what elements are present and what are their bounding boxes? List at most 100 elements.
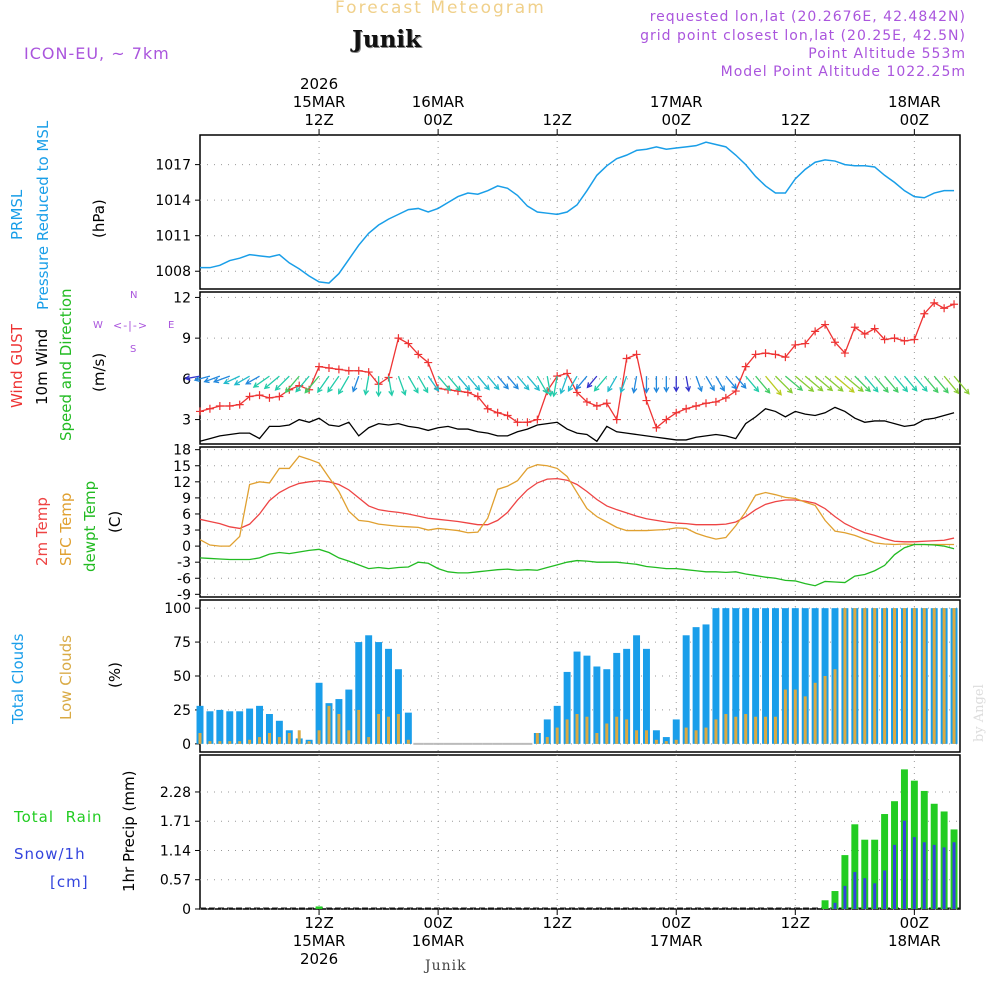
total-cloud-bar [433,742,444,745]
gust-marker [354,366,363,375]
total-cloud-bar [502,742,513,745]
bottom-time-label: 00Z [423,914,452,932]
total-cloud-bar [623,648,631,744]
wind-direction-arrow [375,376,382,398]
total-cloud-bar [583,655,591,744]
rain-bar [851,824,859,909]
grid-point-coords: grid point closest lon,lat (20.25E, 42.5… [640,28,966,44]
wind-direction-arrow [745,375,760,393]
gust-marker [821,320,830,329]
wind-direction-arrow [546,376,553,397]
total-cloud-bar [563,671,571,744]
wind-direction-arrow [551,376,558,398]
total-cloud-bar [355,642,363,744]
low-cloud-bar [674,739,678,744]
snow-bar [873,883,877,909]
low-cloud-bar [684,727,688,744]
low-cloud-bar [258,737,262,744]
snow-bar [942,847,946,909]
top-time-label: 18MAR [888,93,941,111]
wind-direction-arrow [223,375,240,385]
top-time-label: 00Z [662,111,691,129]
snow-bar [922,842,926,909]
low-cloud-bar [406,739,410,744]
low-cloud-bar [337,714,341,744]
gust-marker [503,411,512,420]
low-cloud-bar [813,682,817,744]
wind-direction-arrow [834,375,855,393]
gust-marker [394,334,403,343]
gust-marker [582,397,591,406]
chart-title: Forecast Meteogram [335,0,546,18]
low-cloud-bar [565,719,569,744]
gust-marker [592,402,601,410]
low-cloud-bar [208,741,212,744]
total-cloud-bar [512,742,523,745]
panel-frame-wind [199,291,961,445]
low-cloud-bar [744,714,748,744]
y-tick-label-pressure: 1017 [155,158,191,174]
gust-marker [860,330,869,339]
wind-direction-arrow [854,375,871,393]
gust-marker [315,362,324,371]
wind-direction-arrow [417,375,429,394]
wind-direction-arrow [643,376,650,394]
gust-marker [225,402,234,410]
gust-marker [414,350,423,359]
wind-direction-arrow [715,375,725,392]
low-cloud-bar [942,608,946,744]
y-tick-label-temperature: -3 [177,555,191,571]
wind-direction-arrow [685,376,691,393]
total-cloud-bar [762,608,770,744]
total-cloud-bar [742,608,750,744]
total-cloud-bar [603,669,611,744]
wind-direction-arrow [586,375,598,389]
total-rain-label: Total Rain [14,808,103,826]
low-cloud-bar [704,727,708,744]
gust-marker [364,368,373,377]
wind-direction-arrow [507,375,519,390]
wind-direction-arrow [695,375,703,393]
low-cloud-bar [228,741,232,744]
total-cloud-bar [801,608,809,744]
wind-direction-arrow [351,375,360,393]
wind-direction-arrow [203,375,221,384]
wind-direction-arrow [467,375,481,392]
low-cloud-bar [644,730,648,744]
low-cloud-bar [912,608,916,744]
y-tick-label-precip: 2.28 [160,785,191,801]
total-cloud-bar [206,711,214,744]
bottom-time-label: 12Z [542,914,571,932]
snow-bar [952,842,956,909]
wind-direction-arrow [755,375,771,394]
total-cloud-bar [246,708,254,744]
y-tick-label-precip: 0.57 [160,873,191,889]
gust-marker [900,336,909,345]
wind-direction-arrow [457,375,471,392]
total-cloud-bar [216,709,224,744]
wind-direction-arrow [245,375,260,385]
wind-direction-arrow [263,375,280,390]
wind-direction-arrow [427,375,440,392]
y-tick-label-clouds: 25 [173,703,191,719]
wind-direction-arrow [844,375,864,393]
gust-marker [702,399,711,408]
wind-direction-arrow [593,375,608,392]
y-tick-label-temperature: -9 [177,587,191,603]
low-cloud-bar [615,716,619,744]
rain-bar [821,900,829,909]
low-cloud-bar [863,608,867,744]
wind-direction-arrow [212,375,230,384]
wind-direction-arrow [824,375,844,392]
snow-bar [902,820,906,909]
y-tick-label-temperature: 0 [182,539,191,555]
y-tick-label-pressure: 1014 [155,193,191,209]
snow-unit-label: [cm] [50,873,89,891]
location-title: Junik [352,26,421,53]
low-cloud-bar [873,608,877,744]
total-cloud-bar [236,711,244,744]
low-cloud-bar [605,723,609,744]
gust-marker [205,404,214,413]
snow-bar [853,872,857,909]
